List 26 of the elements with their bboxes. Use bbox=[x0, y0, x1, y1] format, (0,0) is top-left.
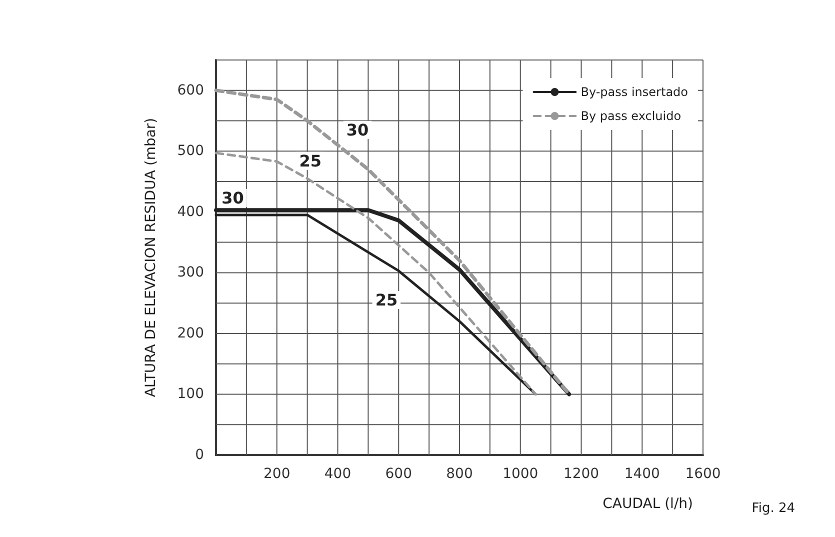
y-tick-label: 500 bbox=[177, 143, 204, 160]
x-tick-label: 600 bbox=[385, 466, 412, 482]
x-tick-label: 1600 bbox=[685, 466, 721, 482]
line-series bbox=[214, 88, 571, 396]
annotation: 30 bbox=[222, 188, 244, 208]
x-tick-label: 400 bbox=[324, 466, 352, 482]
x-tick-label: 800 bbox=[446, 466, 473, 482]
line-series bbox=[214, 152, 537, 396]
y-tick-label: 100 bbox=[177, 386, 204, 402]
x-tick-label: 1000 bbox=[502, 466, 538, 482]
legend-label: By pass excluido bbox=[580, 109, 682, 123]
x-tick-label: 1400 bbox=[624, 466, 660, 482]
annotation: 25 bbox=[299, 151, 322, 170]
x-tick-label: 1200 bbox=[563, 466, 600, 482]
legend-label: By-pass insertado bbox=[580, 85, 688, 99]
y-axis-title: ALTURA DE ELEVACION RESIDUA (mbar) bbox=[143, 118, 159, 398]
y-tick-label: 0 bbox=[195, 447, 204, 463]
x-axis-title: CAUDAL (l/h) bbox=[602, 496, 693, 512]
annotation: 25 bbox=[375, 290, 398, 310]
y-tick-label: 200 bbox=[177, 325, 204, 342]
y-tick-label: 300 bbox=[177, 264, 204, 281]
y-tick-label: 400 bbox=[177, 204, 204, 220]
caption: Fig. 24 bbox=[752, 501, 795, 516]
annotation: 30 bbox=[346, 120, 369, 140]
x-tick-label: 200 bbox=[264, 466, 290, 482]
y-tick-label: 600 bbox=[177, 82, 204, 98]
